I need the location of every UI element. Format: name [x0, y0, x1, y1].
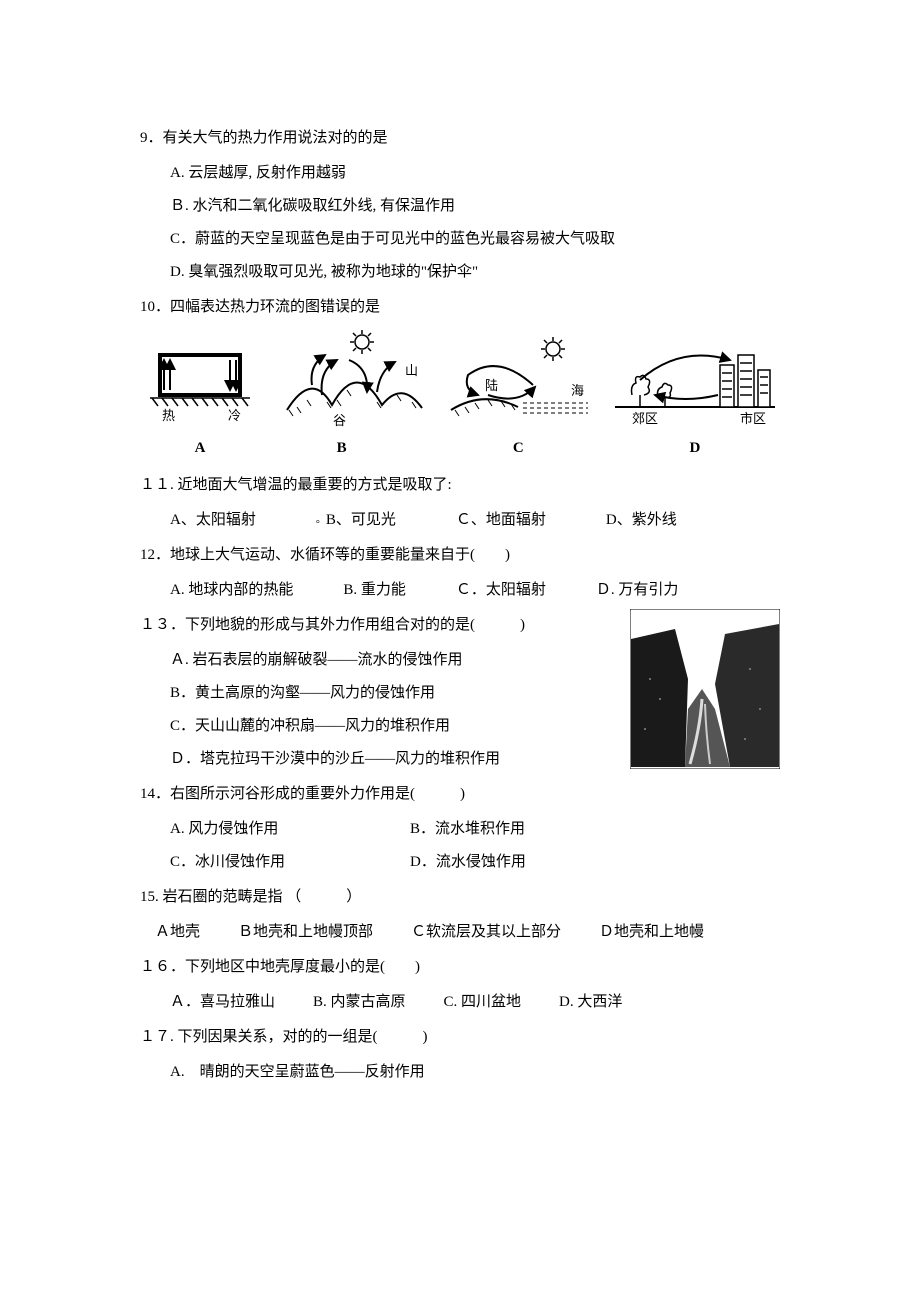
q10-label-d: D — [610, 432, 780, 465]
q10-label-c: C — [443, 432, 593, 465]
q14-opt-b: B．流水堆积作用 — [410, 813, 525, 846]
q10-b-valley-label: 谷 — [333, 413, 346, 428]
q16-options: Ａ．喜马拉雅山 B. 内蒙古高原 C. 四川盆地 D. 大西洋 — [140, 986, 780, 1019]
q16-opt-d: D. 大西洋 — [559, 986, 622, 1019]
q10-label-a: A — [140, 432, 260, 465]
q14-opt-a: A. 风力侵蚀作用 — [170, 813, 410, 846]
q12-opt-a: A. 地球内部的热能 — [170, 574, 293, 607]
q10-diagrams: 热 冷 A — [140, 330, 780, 465]
q12-options: A. 地球内部的热能 B. 重力能 Ｃ．太阳辐射 Ｄ. 万有引力 — [140, 574, 780, 607]
q14-stem: 14．右图所示河谷形成的重要外力作用是( ) — [140, 778, 780, 811]
q9-opt-d: D. 臭氧强烈吸取可见光, 被称为地球的"保护伞" — [140, 256, 780, 289]
q15-opt-b: Ｂ地壳和上地幔顶部 — [238, 916, 373, 949]
q15-options: Ａ地壳 Ｂ地壳和上地幔顶部 Ｃ软流层及其以上部分 Ｄ地壳和上地幔 — [140, 916, 780, 949]
q10-c-sea-label: 海 — [571, 383, 584, 398]
q12-opt-c: Ｃ．太阳辐射 — [456, 574, 546, 607]
q16-opt-a: Ａ．喜马拉雅山 — [170, 986, 275, 1019]
q9-opt-a: A. 云层越厚, 反射作用越弱 — [140, 157, 780, 190]
q15-opt-d: Ｄ地壳和上地幔 — [599, 916, 704, 949]
q11-options: A、太阳辐射 。B、可见光 Ｃ、地面辐射 D、紫外线 — [140, 504, 780, 537]
q9-opt-c: C．蔚蓝的天空呈现蓝色是由于可见光中的蓝色光最容易被大气吸取 — [140, 223, 780, 256]
q11-stem: １１. 近地面大气增温的最重要的方式是吸取了: — [140, 469, 780, 502]
q11-opt-d: D、紫外线 — [606, 504, 677, 537]
q10-diagram-a: 热 冷 A — [140, 340, 260, 465]
q12-opt-b: B. 重力能 — [343, 574, 406, 607]
q10-d-suburb-label: 郊区 — [632, 411, 658, 426]
q10-diagram-c: 陆 海 C — [443, 335, 593, 465]
q10-a-hot-label: 热 — [162, 408, 175, 423]
q17-opt-a: A. 晴朗的天空呈蔚蓝色——反射作用 — [140, 1056, 780, 1089]
q17-stem: １７. 下列因果关系，对的的一组是( ) — [140, 1021, 780, 1054]
q14-opt-d: D．流水侵蚀作用 — [410, 846, 526, 879]
q9-opt-b: Ｂ. 水汽和二氧化碳吸取红外线, 有保温作用 — [140, 190, 780, 223]
q15-opt-a: Ａ地壳 — [155, 916, 200, 949]
q10-a-cold-label: 冷 — [228, 408, 241, 423]
q10-d-city-label: 市区 — [740, 411, 766, 426]
q12-opt-d: Ｄ. 万有引力 — [596, 574, 679, 607]
q10-b-mountain-label: 山 — [405, 363, 418, 378]
q11-sub: 。 — [316, 515, 326, 526]
q15-opt-c: Ｃ软流层及其以上部分 — [411, 916, 561, 949]
q10-c-land-label: 陆 — [485, 378, 498, 393]
q16-opt-b: B. 内蒙古高原 — [313, 986, 406, 1019]
q11-opt-a: A、太阳辐射 — [170, 512, 256, 528]
q10-stem: 10．四幅表达热力环流的图错误的是 — [140, 291, 780, 324]
q14-options: A. 风力侵蚀作用 B．流水堆积作用 C．冰川侵蚀作用 D．流水侵蚀作用 — [140, 813, 780, 879]
q16-stem: １６．下列地区中地壳厚度最小的是( ) — [140, 951, 780, 984]
q14-figure — [630, 609, 780, 782]
q9-stem: 9．有关大气的热力作用说法对的的是 — [140, 122, 780, 155]
q12-stem: 12．地球上大气运动、水循环等的重要能量来自于( ) — [140, 539, 780, 572]
q10-diagram-b: 山 谷 B — [277, 330, 427, 465]
q10-diagram-d: 郊区 市区 D — [610, 335, 780, 465]
q11-opt-b: B、可见光 — [326, 512, 396, 528]
q16-opt-c: C. 四川盆地 — [444, 986, 522, 1019]
q10-label-b: B — [257, 432, 427, 465]
q15-stem: 15. 岩石圈的范畴是指 （ ） — [140, 881, 780, 914]
q11-opt-c: Ｃ、地面辐射 — [456, 504, 546, 537]
q14-opt-c: C．冰川侵蚀作用 — [170, 846, 410, 879]
